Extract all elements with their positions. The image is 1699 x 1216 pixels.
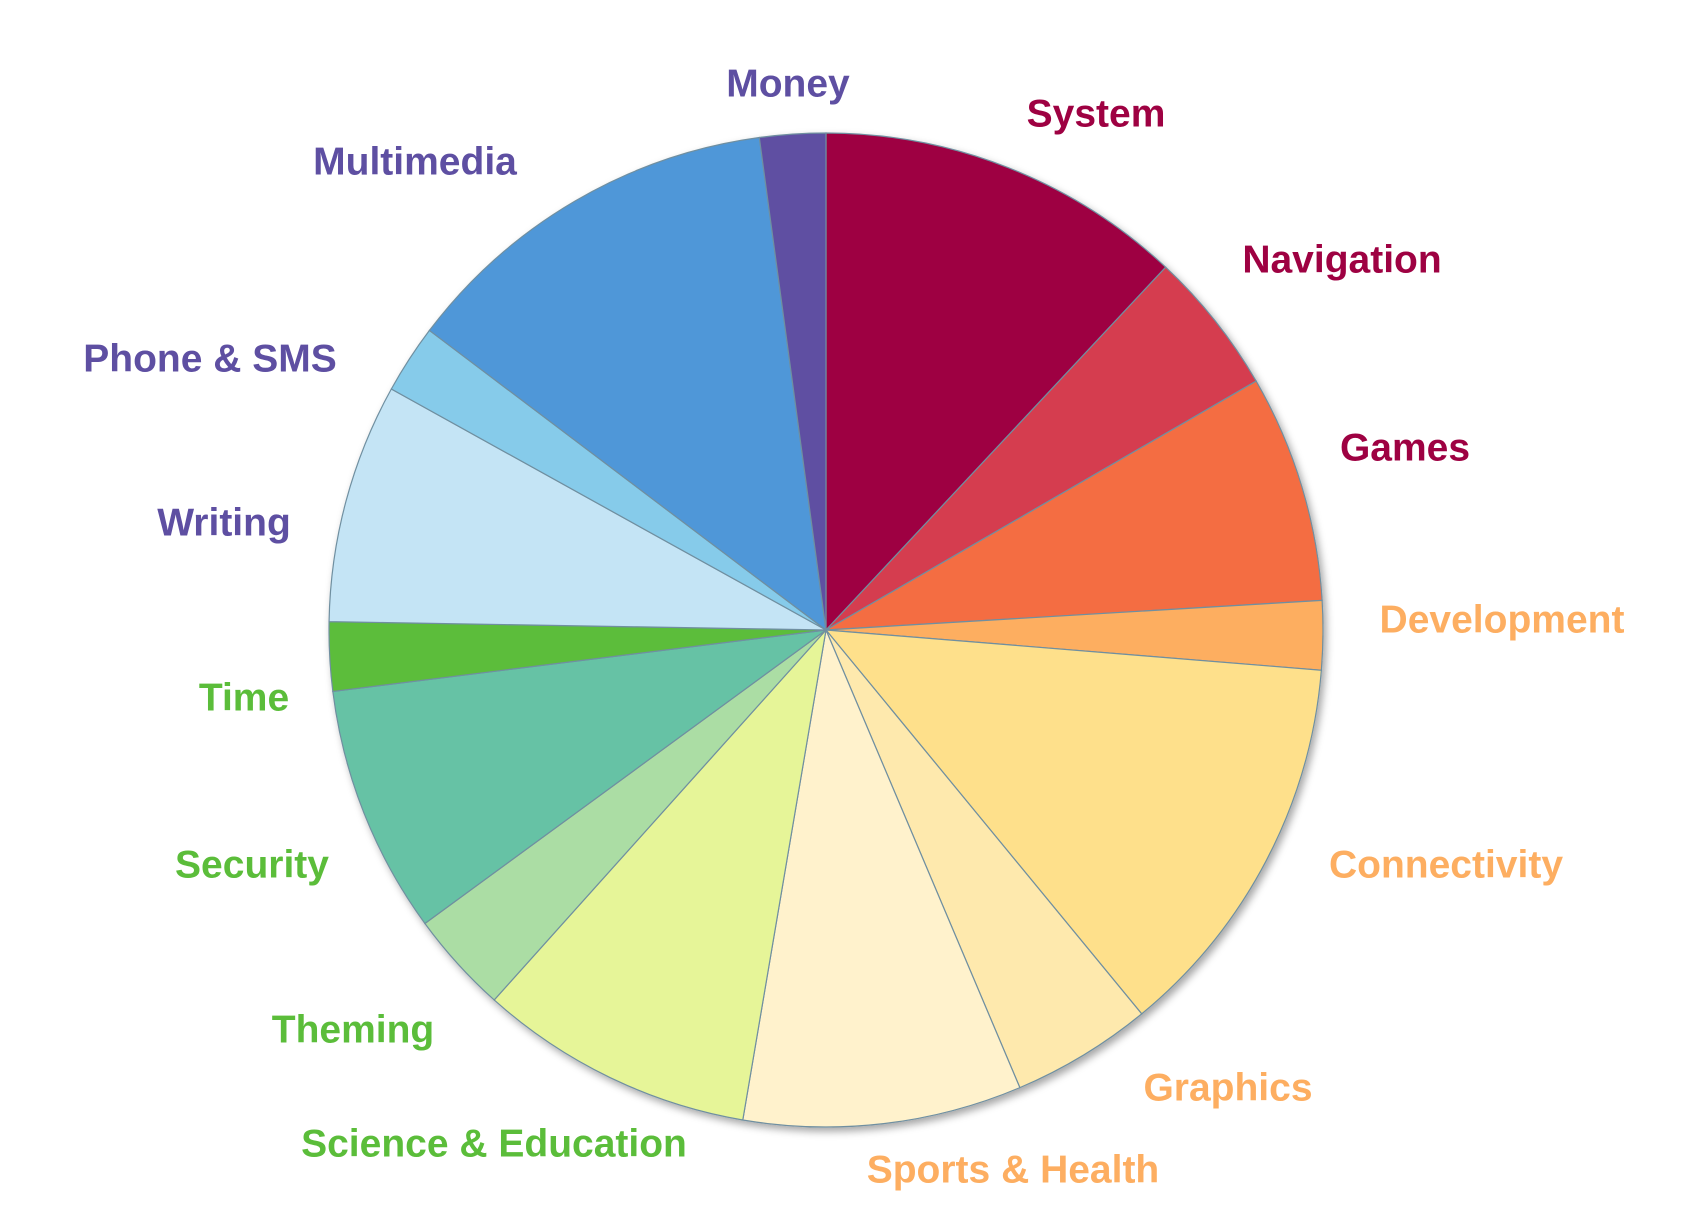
slice-sports-health <box>742 627 1021 1128</box>
label-development: Development <box>1380 598 1625 641</box>
label-graphics: Graphics <box>1143 1066 1312 1109</box>
slice-multimedia <box>428 136 827 632</box>
slice-connectivity <box>824 629 1323 1015</box>
label-security: Security <box>175 843 329 886</box>
label-system: System <box>1027 92 1166 135</box>
slice-science-education <box>493 628 827 1121</box>
label-phone-sms: Phone & SMS <box>83 337 337 380</box>
label-time: Time <box>199 676 289 719</box>
label-connectivity: Connectivity <box>1329 843 1563 886</box>
label-science-education: Science & Education <box>301 1122 687 1165</box>
label-money: Money <box>726 62 850 105</box>
slice-games <box>825 380 1323 631</box>
label-multimedia: Multimedia <box>313 140 517 183</box>
pie-slices <box>328 132 1324 1128</box>
slice-writing <box>328 388 827 631</box>
slice-money <box>758 132 827 631</box>
label-writing: Writing <box>157 501 291 544</box>
label-games: Games <box>1340 426 1470 469</box>
label-sports-health: Sports & Health <box>867 1148 1160 1191</box>
label-theming: Theming <box>272 1008 435 1051</box>
slice-security <box>332 629 829 925</box>
label-navigation: Navigation <box>1242 238 1441 281</box>
pie-labels: System Navigation Games Development Connecti… <box>83 62 1624 1191</box>
slice-system <box>825 132 1167 632</box>
